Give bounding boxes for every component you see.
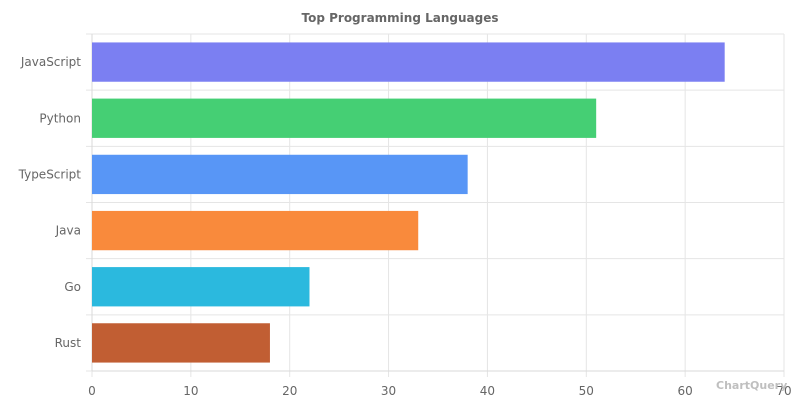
x-tick-label: 40 xyxy=(480,384,495,398)
x-tick-label: 0 xyxy=(88,384,96,398)
x-tick-label: 50 xyxy=(579,384,594,398)
bar-typescript[interactable] xyxy=(92,154,468,195)
category-labels: JavaScript Python TypeScript Java Go Rust xyxy=(18,55,82,350)
x-tick-label: 20 xyxy=(282,384,297,398)
bar-go[interactable] xyxy=(92,267,310,307)
bar-javascript[interactable] xyxy=(92,42,725,82)
grid xyxy=(86,33,785,377)
category-label: Python xyxy=(39,111,81,125)
category-label: Go xyxy=(64,280,81,294)
chart-title: Top Programming Languages xyxy=(302,11,499,25)
watermark: ChartQuery xyxy=(716,379,787,392)
x-tick-label: 30 xyxy=(381,384,396,398)
bars xyxy=(92,42,725,363)
category-label: Rust xyxy=(55,336,82,350)
bar-rust[interactable] xyxy=(92,323,270,363)
category-label: Java xyxy=(55,224,81,238)
bar-java[interactable] xyxy=(92,210,419,251)
x-tick-label: 60 xyxy=(678,384,693,398)
x-tick-label: 70 xyxy=(776,384,791,398)
bar-python[interactable] xyxy=(92,98,597,138)
x-axis-ticks: 0 10 20 30 40 50 60 70 xyxy=(88,384,791,398)
x-tick-label: 10 xyxy=(183,384,198,398)
category-label: TypeScript xyxy=(18,167,82,181)
category-label: JavaScript xyxy=(20,55,81,69)
